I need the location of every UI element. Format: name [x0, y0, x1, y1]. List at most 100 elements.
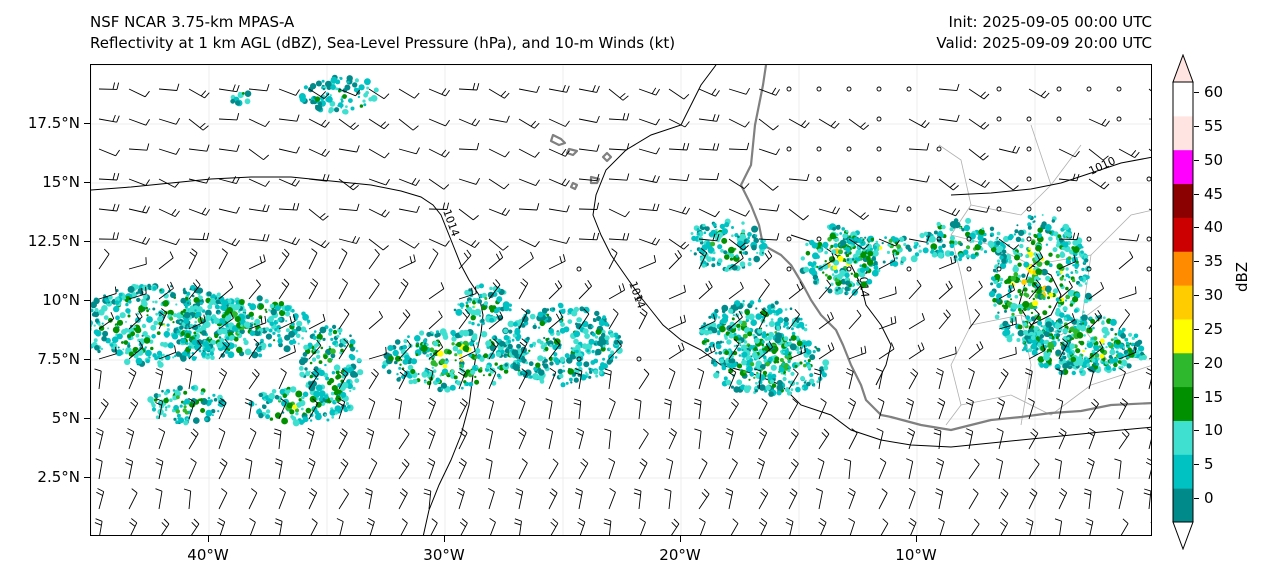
wind-barb	[368, 278, 380, 300]
reflectivity-cell	[728, 333, 735, 339]
reflectivity-cell	[1088, 366, 1095, 373]
wind-barb	[671, 518, 680, 535]
reflectivity-cell	[318, 412, 321, 416]
wind-barb	[1146, 236, 1151, 242]
reflectivity-cell	[806, 364, 812, 369]
reflectivity-cell	[227, 351, 235, 359]
reflectivity-cell	[340, 348, 344, 353]
wind-barb	[574, 368, 583, 390]
wind-barb	[876, 116, 882, 122]
wind-barb	[428, 340, 444, 360]
wind-barb	[576, 356, 582, 362]
reflectivity-cell	[576, 361, 582, 367]
latitude-tick-label: 2.5°N	[0, 468, 90, 486]
colorbar-bin	[1173, 285, 1193, 320]
wind-barb	[608, 308, 619, 330]
wind-barb	[1058, 313, 1076, 330]
reflectivity-cell	[1010, 308, 1014, 312]
reflectivity-cell	[489, 286, 493, 291]
reflectivity-cell	[267, 343, 272, 348]
reflectivity-cell	[197, 287, 204, 294]
reflectivity-cell	[215, 299, 221, 305]
reflectivity-cell	[349, 389, 352, 393]
reflectivity-cell	[310, 99, 315, 105]
reflectivity-cell	[959, 242, 963, 247]
wind-barb	[368, 368, 379, 390]
reflectivity-cell	[157, 393, 161, 398]
reflectivity-cell	[1135, 349, 1140, 355]
wind-barb	[430, 518, 438, 535]
reflectivity-cell	[1031, 339, 1038, 345]
wind-barb	[398, 177, 420, 187]
reflectivity-cell	[1018, 229, 1025, 236]
reflectivity-cell	[970, 253, 977, 260]
wind-barb	[338, 458, 349, 480]
reflectivity-cell	[292, 419, 300, 427]
wind-barb	[758, 278, 770, 300]
wind-barb	[368, 148, 390, 159]
wind-barb	[1088, 118, 1110, 127]
reflectivity-cell	[284, 311, 291, 317]
reflectivity-cell	[1076, 356, 1083, 364]
wind-barb	[578, 280, 592, 300]
reflectivity-cell	[429, 347, 435, 353]
reflectivity-cell	[808, 378, 815, 385]
wind-barb	[965, 428, 974, 450]
reflectivity-cell	[1122, 346, 1126, 349]
reflectivity-cell	[981, 227, 985, 230]
wind-barb	[996, 458, 1004, 480]
reflectivity-cell	[286, 402, 293, 409]
reflectivity-cell	[719, 325, 726, 333]
reflectivity-cell	[1120, 333, 1126, 339]
reflectivity-cell	[356, 88, 361, 92]
wind-barb	[1028, 428, 1039, 450]
reflectivity-cell	[155, 312, 159, 316]
reflectivity-cell	[774, 356, 780, 362]
reflectivity-cell	[453, 375, 458, 380]
reflectivity-cell	[410, 358, 418, 365]
reflectivity-cell	[726, 357, 729, 360]
reflectivity-cell	[469, 329, 474, 334]
reflectivity-cell	[157, 316, 164, 323]
reflectivity-cell	[589, 370, 593, 374]
reflectivity-cell	[1068, 351, 1073, 356]
wind-barb	[218, 398, 227, 420]
reflectivity-cell	[822, 359, 830, 367]
wind-barb	[368, 208, 390, 218]
reflectivity-cell	[268, 328, 273, 333]
reflectivity-cell	[999, 262, 1007, 269]
wind-barb	[998, 488, 1009, 510]
wind-barb	[638, 255, 657, 270]
latitude-tick-label: 5°N	[0, 409, 90, 427]
reflectivity-cell	[731, 226, 734, 229]
reflectivity-cell	[328, 345, 331, 348]
reflectivity-cell	[481, 305, 487, 311]
reflectivity-cell	[575, 322, 578, 326]
reflectivity-cell	[546, 313, 550, 317]
reflectivity-cell	[175, 409, 180, 414]
wind-barb	[604, 368, 612, 390]
reflectivity-cell	[782, 376, 787, 382]
wind-barb	[486, 428, 494, 450]
map-panel: 1014 1014 1014 1010	[90, 64, 1152, 536]
reflectivity-cell	[1027, 222, 1032, 227]
reflectivity-cell	[860, 252, 867, 259]
reflectivity-cell	[757, 328, 763, 334]
wind-barb	[457, 368, 466, 390]
wind-barb	[908, 518, 917, 535]
reflectivity-cell	[997, 311, 1000, 314]
reflectivity-cell	[165, 406, 168, 409]
wind-barb	[848, 518, 856, 535]
reflectivity-cell	[308, 381, 313, 386]
reflectivity-cell	[609, 332, 615, 338]
field-description: Reflectivity at 1 km AGL (dBZ), Sea-Leve…	[90, 34, 676, 52]
wind-barb	[786, 266, 792, 272]
reflectivity-cell	[194, 344, 201, 351]
wind-barb	[938, 255, 957, 270]
reflectivity-cell	[189, 323, 193, 328]
reflectivity-cell	[712, 222, 717, 227]
reflectivity-cell	[453, 308, 457, 312]
reflectivity-cell	[1048, 305, 1052, 309]
reflectivity-cell	[704, 347, 710, 353]
reflectivity-cell	[141, 334, 144, 337]
